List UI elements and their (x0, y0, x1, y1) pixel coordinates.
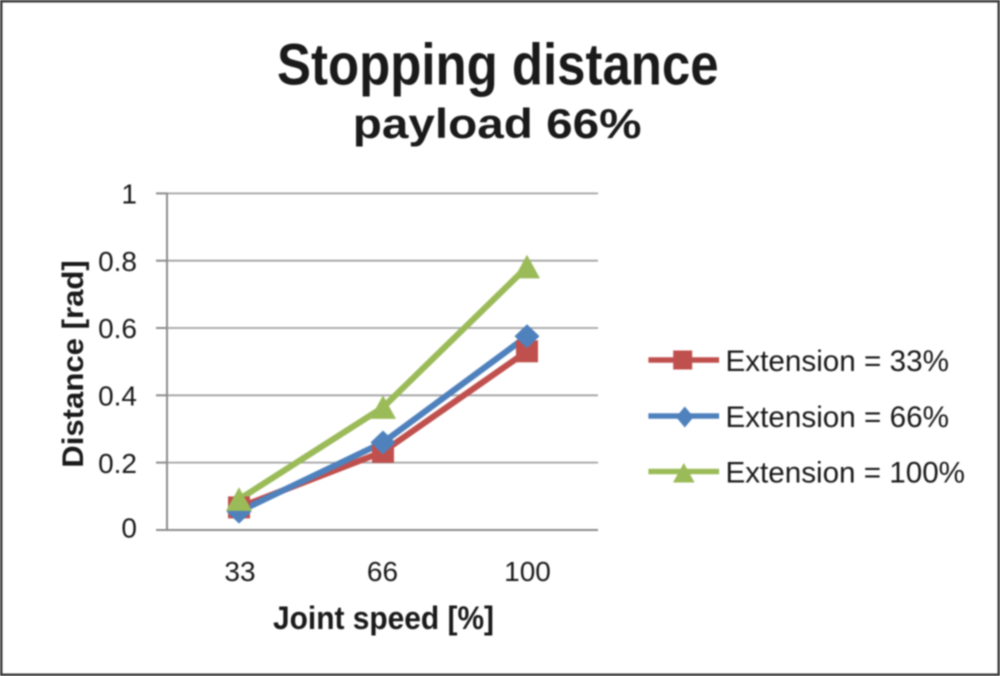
svg-text:Joint speed [%]: Joint speed [%] (273, 600, 494, 636)
svg-text:0.2: 0.2 (98, 448, 137, 479)
svg-text:Extension = 33%: Extension = 33% (726, 345, 950, 378)
svg-text:0: 0 (121, 513, 137, 544)
svg-text:0.4: 0.4 (98, 381, 137, 412)
svg-text:33: 33 (224, 556, 255, 587)
svg-text:66: 66 (367, 556, 398, 587)
svg-text:Extension = 100%: Extension = 100% (726, 457, 966, 490)
svg-text:payload 66%: payload 66% (353, 100, 642, 147)
svg-text:0.6: 0.6 (98, 313, 137, 344)
svg-text:Extension = 66%: Extension = 66% (726, 401, 950, 434)
svg-text:100: 100 (504, 556, 551, 587)
svg-text:Stopping distance: Stopping distance (277, 32, 719, 97)
svg-text:Distance [rad]: Distance [rad] (57, 260, 90, 468)
svg-text:1: 1 (121, 179, 137, 210)
svg-text:0.8: 0.8 (98, 246, 137, 277)
